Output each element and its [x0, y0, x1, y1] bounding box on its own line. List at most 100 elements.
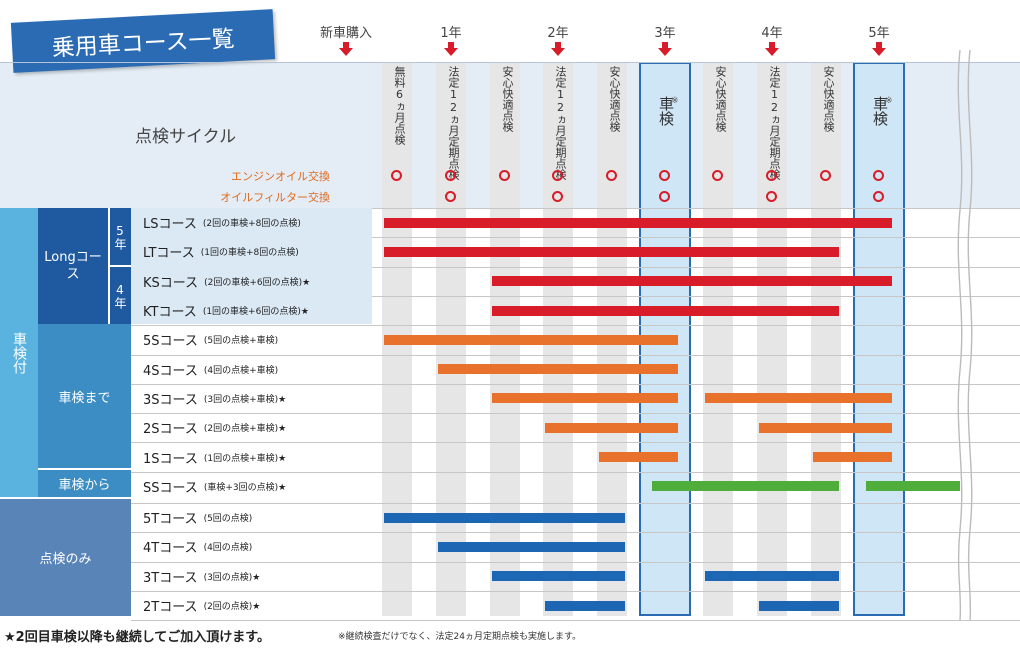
row-line [131, 532, 1020, 534]
course-bar [545, 422, 678, 433]
course-row[interactable]: LSコース (2回の車検+8回の点検) [131, 208, 376, 237]
service-circle-icon [659, 191, 670, 202]
service-circle-icon [391, 170, 402, 181]
course-detail: (4回の点検) [203, 543, 253, 554]
course-name: 1Sコース [143, 451, 198, 467]
column-label: 法定12ヵ月定期点検 [768, 66, 781, 180]
course-row[interactable]: 4Tコース (4回の点検) [131, 532, 376, 561]
course-bar [652, 481, 839, 492]
row-line [131, 208, 1020, 209]
shaken-column [853, 62, 905, 616]
course-bar [384, 247, 839, 257]
column-label: 安心快適点検 [608, 66, 621, 132]
column-label: 安心快適点検 [714, 66, 727, 132]
course-bar [705, 393, 892, 404]
long-rows-bg [131, 208, 372, 324]
course-bar [599, 452, 678, 462]
course-name: 2Tコース [143, 600, 198, 616]
row-line [131, 383, 1020, 385]
service-circle-icon [873, 191, 884, 202]
group-shaken-tsuki: 車検付 [0, 208, 38, 497]
arrow-down-icon [658, 42, 672, 56]
course-bar [492, 276, 892, 287]
course-detail: (5回の点検+車検) [203, 336, 279, 347]
column-label: 法定12ヵ月定期点検 [447, 66, 460, 180]
row-line [131, 266, 1020, 268]
course-detail: (1回の車検+6回の点検)★ [202, 307, 309, 318]
group-kara: 車検から [38, 470, 131, 497]
service-circle-icon [552, 170, 563, 181]
course-name: 3Tコース [143, 570, 198, 586]
service-label: エンジンオイル交換 [231, 170, 330, 183]
course-detail: (4回の点検+車検) [203, 365, 279, 376]
row-line [131, 413, 1020, 415]
group-long-5: 5年 [110, 208, 131, 265]
arrow-down-icon [339, 42, 353, 56]
course-name: 5Tコース [143, 512, 198, 528]
group-long: Longコース [38, 208, 108, 324]
course-name: 3Sコース [143, 392, 198, 408]
break-mark [957, 50, 973, 620]
course-bar [384, 334, 678, 345]
course-row[interactable]: LTコース (1回の車検+8回の点検) [131, 237, 376, 266]
course-detail: (2回の車検+8回の点検) [202, 219, 301, 230]
course-bar [705, 571, 839, 582]
schedule-label: 新車購入 [319, 26, 372, 41]
course-bar [438, 541, 625, 552]
course-name: KTコース [143, 305, 197, 321]
course-detail: (2回の点検)★ [203, 602, 261, 613]
course-detail: (1回の点検+車検)★ [203, 453, 287, 464]
course-row[interactable]: 2Tコース (2回の点検)★ [131, 591, 376, 620]
course-row[interactable]: 5Tコース (5回の点検) [131, 503, 376, 532]
service-circle-icon [445, 170, 456, 181]
course-name: 5Sコース [143, 334, 198, 350]
group-tenken: 点検のみ [0, 499, 131, 616]
course-bar [866, 481, 960, 492]
row-line [131, 237, 1020, 239]
course-detail: (車検+3回の点検)★ [203, 482, 287, 493]
course-detail: (3回の点検+車検)★ [203, 394, 287, 405]
service-circle-icon [766, 191, 777, 202]
course-row[interactable]: SSコース (車検+3回の点検)★ [131, 472, 376, 501]
course-name: SSコース [143, 480, 198, 496]
schedule-label: 4年 [761, 26, 783, 41]
course-detail: (2回の車検+6回の点検)★ [204, 277, 311, 288]
course-row[interactable]: 4Sコース (4回の点検+車検) [131, 355, 376, 384]
course-row[interactable]: KSコース (2回の車検+6回の点検)★ [131, 267, 376, 296]
course-bar [759, 600, 839, 611]
course-detail: (5回の点検) [203, 514, 253, 525]
column-label: 無料6ヵ月点検 [393, 66, 406, 145]
arrow-down-icon [872, 42, 886, 56]
course-row[interactable]: 2Sコース (2回の点検+車検)★ [131, 413, 376, 442]
column-label-shaken: 車検 [871, 96, 889, 126]
course-row[interactable]: KTコース (1回の車検+6回の点検)★ [131, 296, 376, 325]
row-line [131, 471, 1020, 473]
service-circle-icon [873, 170, 884, 181]
course-bar [492, 393, 678, 404]
course-name: LSコース [143, 217, 197, 233]
service-circle-icon [766, 170, 777, 181]
schedule-label: 5年 [868, 26, 890, 41]
course-name: 4Sコース [143, 363, 198, 379]
row-line [131, 295, 1020, 297]
course-row[interactable]: 3Tコース (3回の点検)★ [131, 562, 376, 591]
course-name: LTコース [143, 246, 195, 262]
arrow-down-icon [444, 42, 458, 56]
course-row[interactable]: 5Sコース (5回の点検+車検) [131, 325, 376, 354]
course-row[interactable]: 1Sコース (1回の点検+車検)★ [131, 442, 376, 471]
service-circle-icon [552, 191, 563, 202]
arrow-down-icon [551, 42, 565, 56]
column-stripe [757, 62, 787, 616]
service-label: オイルフィルター交換 [220, 191, 330, 204]
course-detail: (3回の点検)★ [203, 572, 261, 583]
row-line [131, 590, 1020, 592]
note-mark: ※ [671, 96, 679, 106]
course-name: 2Sコース [143, 422, 198, 438]
course-detail: (1回の車検+8回の点検) [200, 248, 299, 259]
course-detail: (2回の点検+車検)★ [203, 424, 287, 435]
schedule-label: 2年 [547, 26, 569, 41]
course-row[interactable]: 3Sコース (3回の点検+車検)★ [131, 384, 376, 413]
footer-note-main: ★2回目車検以降も継続してご加入頂けます。 [4, 630, 271, 645]
row-line [131, 325, 1020, 327]
